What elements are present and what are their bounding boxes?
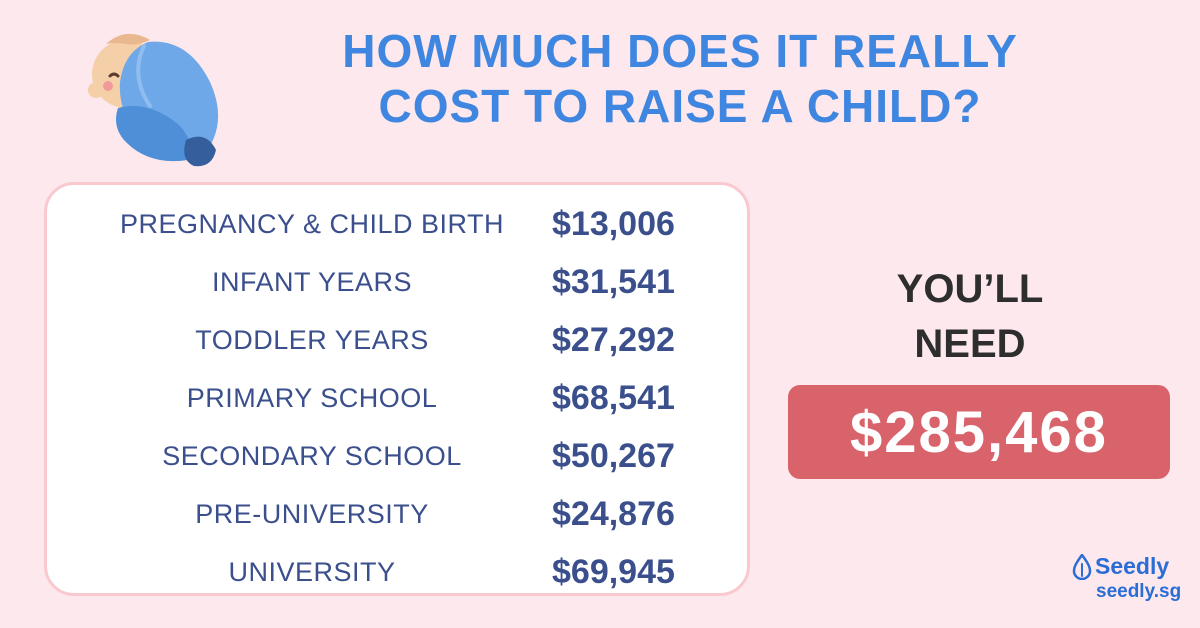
cost-label: SECONDARY SCHOOL xyxy=(162,441,462,471)
cost-label: INFANT YEARS xyxy=(211,267,413,297)
cost-value: $27,292 xyxy=(552,321,675,359)
brand-logo[interactable]: Seedly seedly.sg xyxy=(1072,553,1192,603)
cost-label: UNIVERSITY xyxy=(228,557,396,587)
cost-label: TODDLER YEARS xyxy=(195,325,429,355)
seed-drop-logo-icon xyxy=(1072,553,1092,580)
cost-label: PRIMARY SCHOOL xyxy=(186,383,438,413)
cost-label: PRE-UNIVERSITY xyxy=(195,499,429,529)
cost-value: $69,945 xyxy=(552,553,675,591)
cost-row: PRE-UNIVERSITY $24,876 xyxy=(47,487,747,545)
cost-value: $50,267 xyxy=(552,437,675,475)
cost-row: SECONDARY SCHOOL $50,267 xyxy=(47,429,747,487)
youll-need-heading: YOU’LL NEED xyxy=(870,262,1070,372)
swaddled-baby-icon xyxy=(88,33,219,167)
brand-site-link[interactable]: seedly.sg xyxy=(1096,581,1182,602)
total-cost-value: $285,468 xyxy=(850,399,1108,465)
title-line-2: COST TO RAISE A CHILD? xyxy=(378,80,982,132)
cost-row: TODDLER YEARS $27,292 xyxy=(47,313,747,371)
cost-value: $68,541 xyxy=(552,379,675,417)
cost-row: INFANT YEARS $31,541 xyxy=(47,255,747,313)
total-cost-badge: $285,468 xyxy=(788,385,1170,479)
cost-row: PRIMARY SCHOOL $68,541 xyxy=(47,371,747,429)
brand-name: Seedly xyxy=(1095,553,1170,579)
cost-value: $24,876 xyxy=(552,495,675,533)
page-title: HOW MUCH DOES IT REALLY COST TO RAISE A … xyxy=(250,24,1110,134)
cost-row: UNIVERSITY $69,945 xyxy=(47,545,747,603)
cost-breakdown-card: PREGNANCY & CHILD BIRTH $13,006 INFANT Y… xyxy=(44,182,750,596)
cost-value: $13,006 xyxy=(552,205,675,243)
cost-row: PREGNANCY & CHILD BIRTH $13,006 xyxy=(47,197,747,255)
title-line-1: HOW MUCH DOES IT REALLY xyxy=(342,25,1018,77)
cost-label: PREGNANCY & CHILD BIRTH xyxy=(119,209,505,239)
cost-value: $31,541 xyxy=(552,263,675,301)
need-line-1: YOU’LL xyxy=(896,267,1044,311)
need-line-2: NEED xyxy=(914,322,1026,366)
